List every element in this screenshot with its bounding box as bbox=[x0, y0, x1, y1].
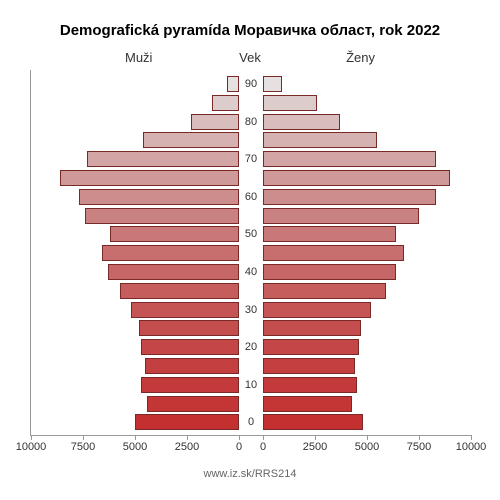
bar-female-age-20 bbox=[263, 339, 359, 355]
pyramid-row-age-65 bbox=[31, 170, 471, 186]
pyramid-row-age-35 bbox=[31, 283, 471, 299]
bar-female-age-70 bbox=[263, 151, 436, 167]
bar-male-age-70 bbox=[87, 151, 239, 167]
pyramid-row-age-75 bbox=[31, 132, 471, 148]
bar-female-age-50 bbox=[263, 226, 396, 242]
bar-female-age-35 bbox=[263, 283, 386, 299]
xtick-line bbox=[135, 435, 136, 440]
pyramid-row-age-50: 50 bbox=[31, 226, 471, 242]
label-female: Ženy bbox=[346, 50, 375, 65]
xtick-left-5000: 5000 bbox=[123, 441, 147, 453]
pyramid-row-age-20: 20 bbox=[31, 339, 471, 355]
pyramid-row-age-10: 10 bbox=[31, 377, 471, 393]
age-label-50: 50 bbox=[239, 228, 263, 240]
bar-male-age-45 bbox=[102, 245, 239, 261]
xtick-right-2500: 2500 bbox=[303, 441, 327, 453]
xtick-right-7500: 7500 bbox=[407, 441, 431, 453]
bar-male-age-15 bbox=[145, 358, 239, 374]
xtick-right-5000: 5000 bbox=[355, 441, 379, 453]
bar-male-age-25 bbox=[139, 320, 239, 336]
age-label-60: 60 bbox=[239, 191, 263, 203]
xtick-line bbox=[471, 435, 472, 440]
bar-male-age-85 bbox=[212, 95, 239, 111]
bar-male-age-90 bbox=[227, 76, 239, 92]
xtick-line bbox=[315, 435, 316, 440]
age-label-40: 40 bbox=[239, 266, 263, 278]
bar-female-age-90 bbox=[263, 76, 282, 92]
pyramid-row-age-45 bbox=[31, 245, 471, 261]
bar-female-age-65 bbox=[263, 170, 450, 186]
xtick-line bbox=[187, 435, 188, 440]
bar-male-age-80 bbox=[191, 114, 239, 130]
bar-male-age-35 bbox=[120, 283, 239, 299]
bar-female-age-5 bbox=[263, 396, 352, 412]
age-label-10: 10 bbox=[239, 379, 263, 391]
age-label-30: 30 bbox=[239, 304, 263, 316]
bar-male-age-40 bbox=[108, 264, 239, 280]
bar-female-age-85 bbox=[263, 95, 317, 111]
bar-female-age-40 bbox=[263, 264, 396, 280]
pyramid-row-age-15 bbox=[31, 358, 471, 374]
xtick-left-2500: 2500 bbox=[175, 441, 199, 453]
bar-female-age-55 bbox=[263, 208, 419, 224]
bar-male-age-20 bbox=[141, 339, 239, 355]
xtick-line bbox=[83, 435, 84, 440]
age-label-90: 90 bbox=[239, 78, 263, 90]
pyramid-row-age-80: 80 bbox=[31, 114, 471, 130]
xtick-line bbox=[31, 435, 32, 440]
label-age: Vek bbox=[0, 50, 500, 65]
bar-male-age-65 bbox=[60, 170, 239, 186]
xtick-line bbox=[239, 435, 240, 440]
chart-source: www.iz.sk/RRS214 bbox=[0, 468, 500, 480]
pyramid-row-age-40: 40 bbox=[31, 264, 471, 280]
pyramid-row-age-70: 70 bbox=[31, 151, 471, 167]
bar-female-age-45 bbox=[263, 245, 404, 261]
bar-male-age-10 bbox=[141, 377, 239, 393]
xtick-left-0: 0 bbox=[236, 441, 242, 453]
age-label-20: 20 bbox=[239, 341, 263, 353]
xtick-left-7500: 7500 bbox=[71, 441, 95, 453]
xtick-right-10000: 10000 bbox=[456, 441, 487, 453]
age-label-70: 70 bbox=[239, 153, 263, 165]
xtick-left-10000: 10000 bbox=[16, 441, 47, 453]
xtick-right-0: 0 bbox=[260, 441, 266, 453]
bar-female-age-60 bbox=[263, 189, 436, 205]
xtick-line bbox=[419, 435, 420, 440]
chart-container: Demografická pyramída Моравичка област, … bbox=[0, 0, 500, 500]
bar-male-age-75 bbox=[143, 132, 239, 148]
bar-female-age-25 bbox=[263, 320, 361, 336]
pyramid-row-age-25 bbox=[31, 320, 471, 336]
xtick-line bbox=[367, 435, 368, 440]
pyramid-row-age-30: 30 bbox=[31, 302, 471, 318]
age-label-0: 0 bbox=[239, 416, 263, 428]
bar-male-age-60 bbox=[79, 189, 239, 205]
pyramid-row-age-5 bbox=[31, 396, 471, 412]
bar-female-age-80 bbox=[263, 114, 340, 130]
bar-female-age-0 bbox=[263, 414, 363, 430]
bar-male-age-5 bbox=[147, 396, 239, 412]
pyramid-row-age-0: 0 bbox=[31, 414, 471, 430]
bar-male-age-0 bbox=[135, 414, 239, 430]
pyramid-row-age-90: 90 bbox=[31, 76, 471, 92]
pyramid-row-age-55 bbox=[31, 208, 471, 224]
chart-title: Demografická pyramída Моравичка област, … bbox=[0, 22, 500, 39]
bar-female-age-10 bbox=[263, 377, 357, 393]
bar-female-age-15 bbox=[263, 358, 355, 374]
bar-female-age-75 bbox=[263, 132, 377, 148]
chart-plot-area: 9080706050403020100100007500500025000025… bbox=[30, 70, 471, 436]
pyramid-row-age-85 bbox=[31, 95, 471, 111]
bar-female-age-30 bbox=[263, 302, 371, 318]
xtick-line bbox=[263, 435, 264, 440]
bar-male-age-30 bbox=[131, 302, 239, 318]
pyramid-row-age-60: 60 bbox=[31, 189, 471, 205]
bar-male-age-55 bbox=[85, 208, 239, 224]
age-label-80: 80 bbox=[239, 116, 263, 128]
bar-male-age-50 bbox=[110, 226, 239, 242]
